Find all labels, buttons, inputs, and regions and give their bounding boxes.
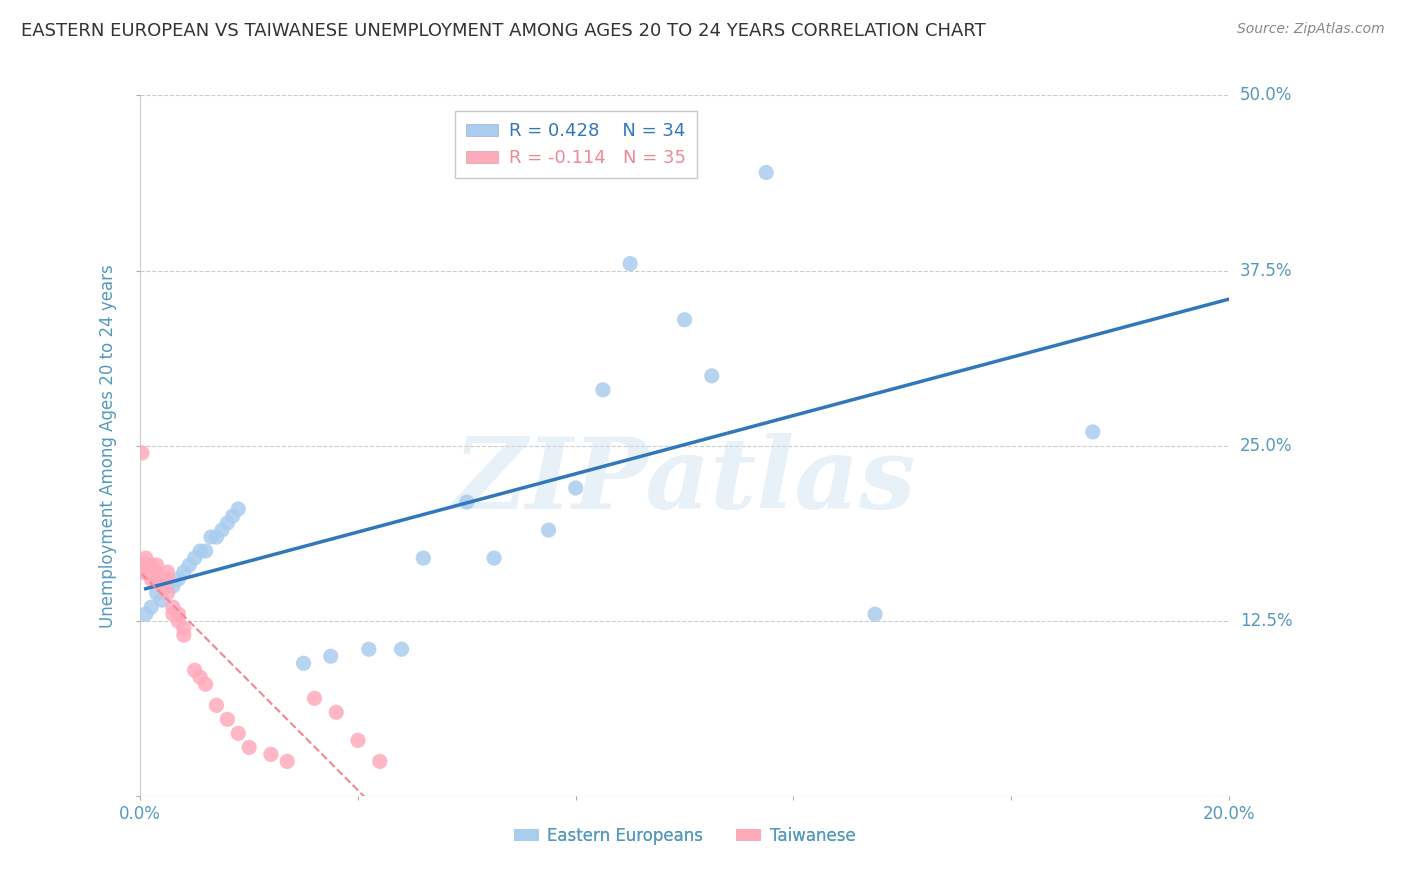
Point: [194, 544, 217, 558]
Point: [167, 572, 190, 586]
Text: 25.0%: 25.0%: [1240, 437, 1292, 455]
Point: [156, 572, 179, 586]
Point: [592, 383, 614, 397]
Point: [145, 572, 167, 586]
Point: [150, 572, 173, 586]
Point: [222, 508, 245, 523]
Point: [325, 706, 347, 720]
Point: [292, 657, 315, 671]
Point: [145, 565, 167, 579]
Point: [304, 691, 326, 706]
Point: [135, 558, 157, 573]
Point: [276, 755, 298, 769]
Point: [1081, 425, 1104, 439]
Point: [145, 586, 167, 600]
Point: [482, 551, 505, 566]
Point: [217, 712, 239, 726]
Point: [173, 621, 195, 635]
Point: [700, 368, 723, 383]
Point: [238, 740, 260, 755]
Point: [141, 565, 163, 579]
Point: [200, 530, 222, 544]
Point: [131, 446, 153, 460]
Point: [456, 495, 478, 509]
Point: [156, 579, 179, 593]
Point: [162, 579, 184, 593]
Point: [863, 607, 886, 622]
Point: [156, 565, 179, 579]
Point: [132, 565, 155, 579]
Point: [188, 670, 211, 684]
Point: [183, 663, 205, 677]
Point: [183, 551, 205, 566]
Point: [357, 642, 380, 657]
Point: [167, 607, 190, 622]
Point: [412, 551, 434, 566]
Point: [135, 551, 157, 566]
Point: [537, 523, 560, 537]
Text: 50.0%: 50.0%: [1240, 87, 1292, 104]
Point: [162, 607, 184, 622]
Point: [141, 600, 163, 615]
Point: [156, 586, 179, 600]
Text: ZIPatlas: ZIPatlas: [453, 433, 915, 529]
Point: [141, 558, 163, 573]
Point: [150, 579, 173, 593]
Y-axis label: Unemployment Among Ages 20 to 24 years: Unemployment Among Ages 20 to 24 years: [100, 264, 117, 628]
Point: [564, 481, 586, 495]
Text: 37.5%: 37.5%: [1240, 261, 1292, 279]
Point: [188, 544, 211, 558]
Point: [194, 677, 217, 691]
Point: [173, 628, 195, 642]
Point: [135, 607, 157, 622]
Legend: Eastern Europeans, Taiwanese: Eastern Europeans, Taiwanese: [508, 820, 862, 851]
Point: [217, 516, 239, 530]
Point: [368, 755, 391, 769]
Point: [673, 312, 696, 326]
Text: 12.5%: 12.5%: [1240, 612, 1292, 630]
Point: [141, 572, 163, 586]
Text: EASTERN EUROPEAN VS TAIWANESE UNEMPLOYMENT AMONG AGES 20 TO 24 YEARS CORRELATION: EASTERN EUROPEAN VS TAIWANESE UNEMPLOYME…: [21, 22, 986, 40]
Point: [226, 502, 249, 516]
Point: [173, 565, 195, 579]
Point: [347, 733, 370, 747]
Point: [226, 726, 249, 740]
Point: [179, 558, 201, 573]
Point: [205, 530, 228, 544]
Point: [260, 747, 283, 762]
Point: [145, 558, 167, 573]
Point: [755, 165, 778, 179]
Point: [319, 649, 342, 664]
Point: [211, 523, 233, 537]
Point: [391, 642, 413, 657]
Text: Source: ZipAtlas.com: Source: ZipAtlas.com: [1237, 22, 1385, 37]
Point: [167, 614, 190, 628]
Point: [205, 698, 228, 713]
Point: [135, 565, 157, 579]
Point: [162, 600, 184, 615]
Point: [619, 257, 641, 271]
Point: [150, 593, 173, 607]
